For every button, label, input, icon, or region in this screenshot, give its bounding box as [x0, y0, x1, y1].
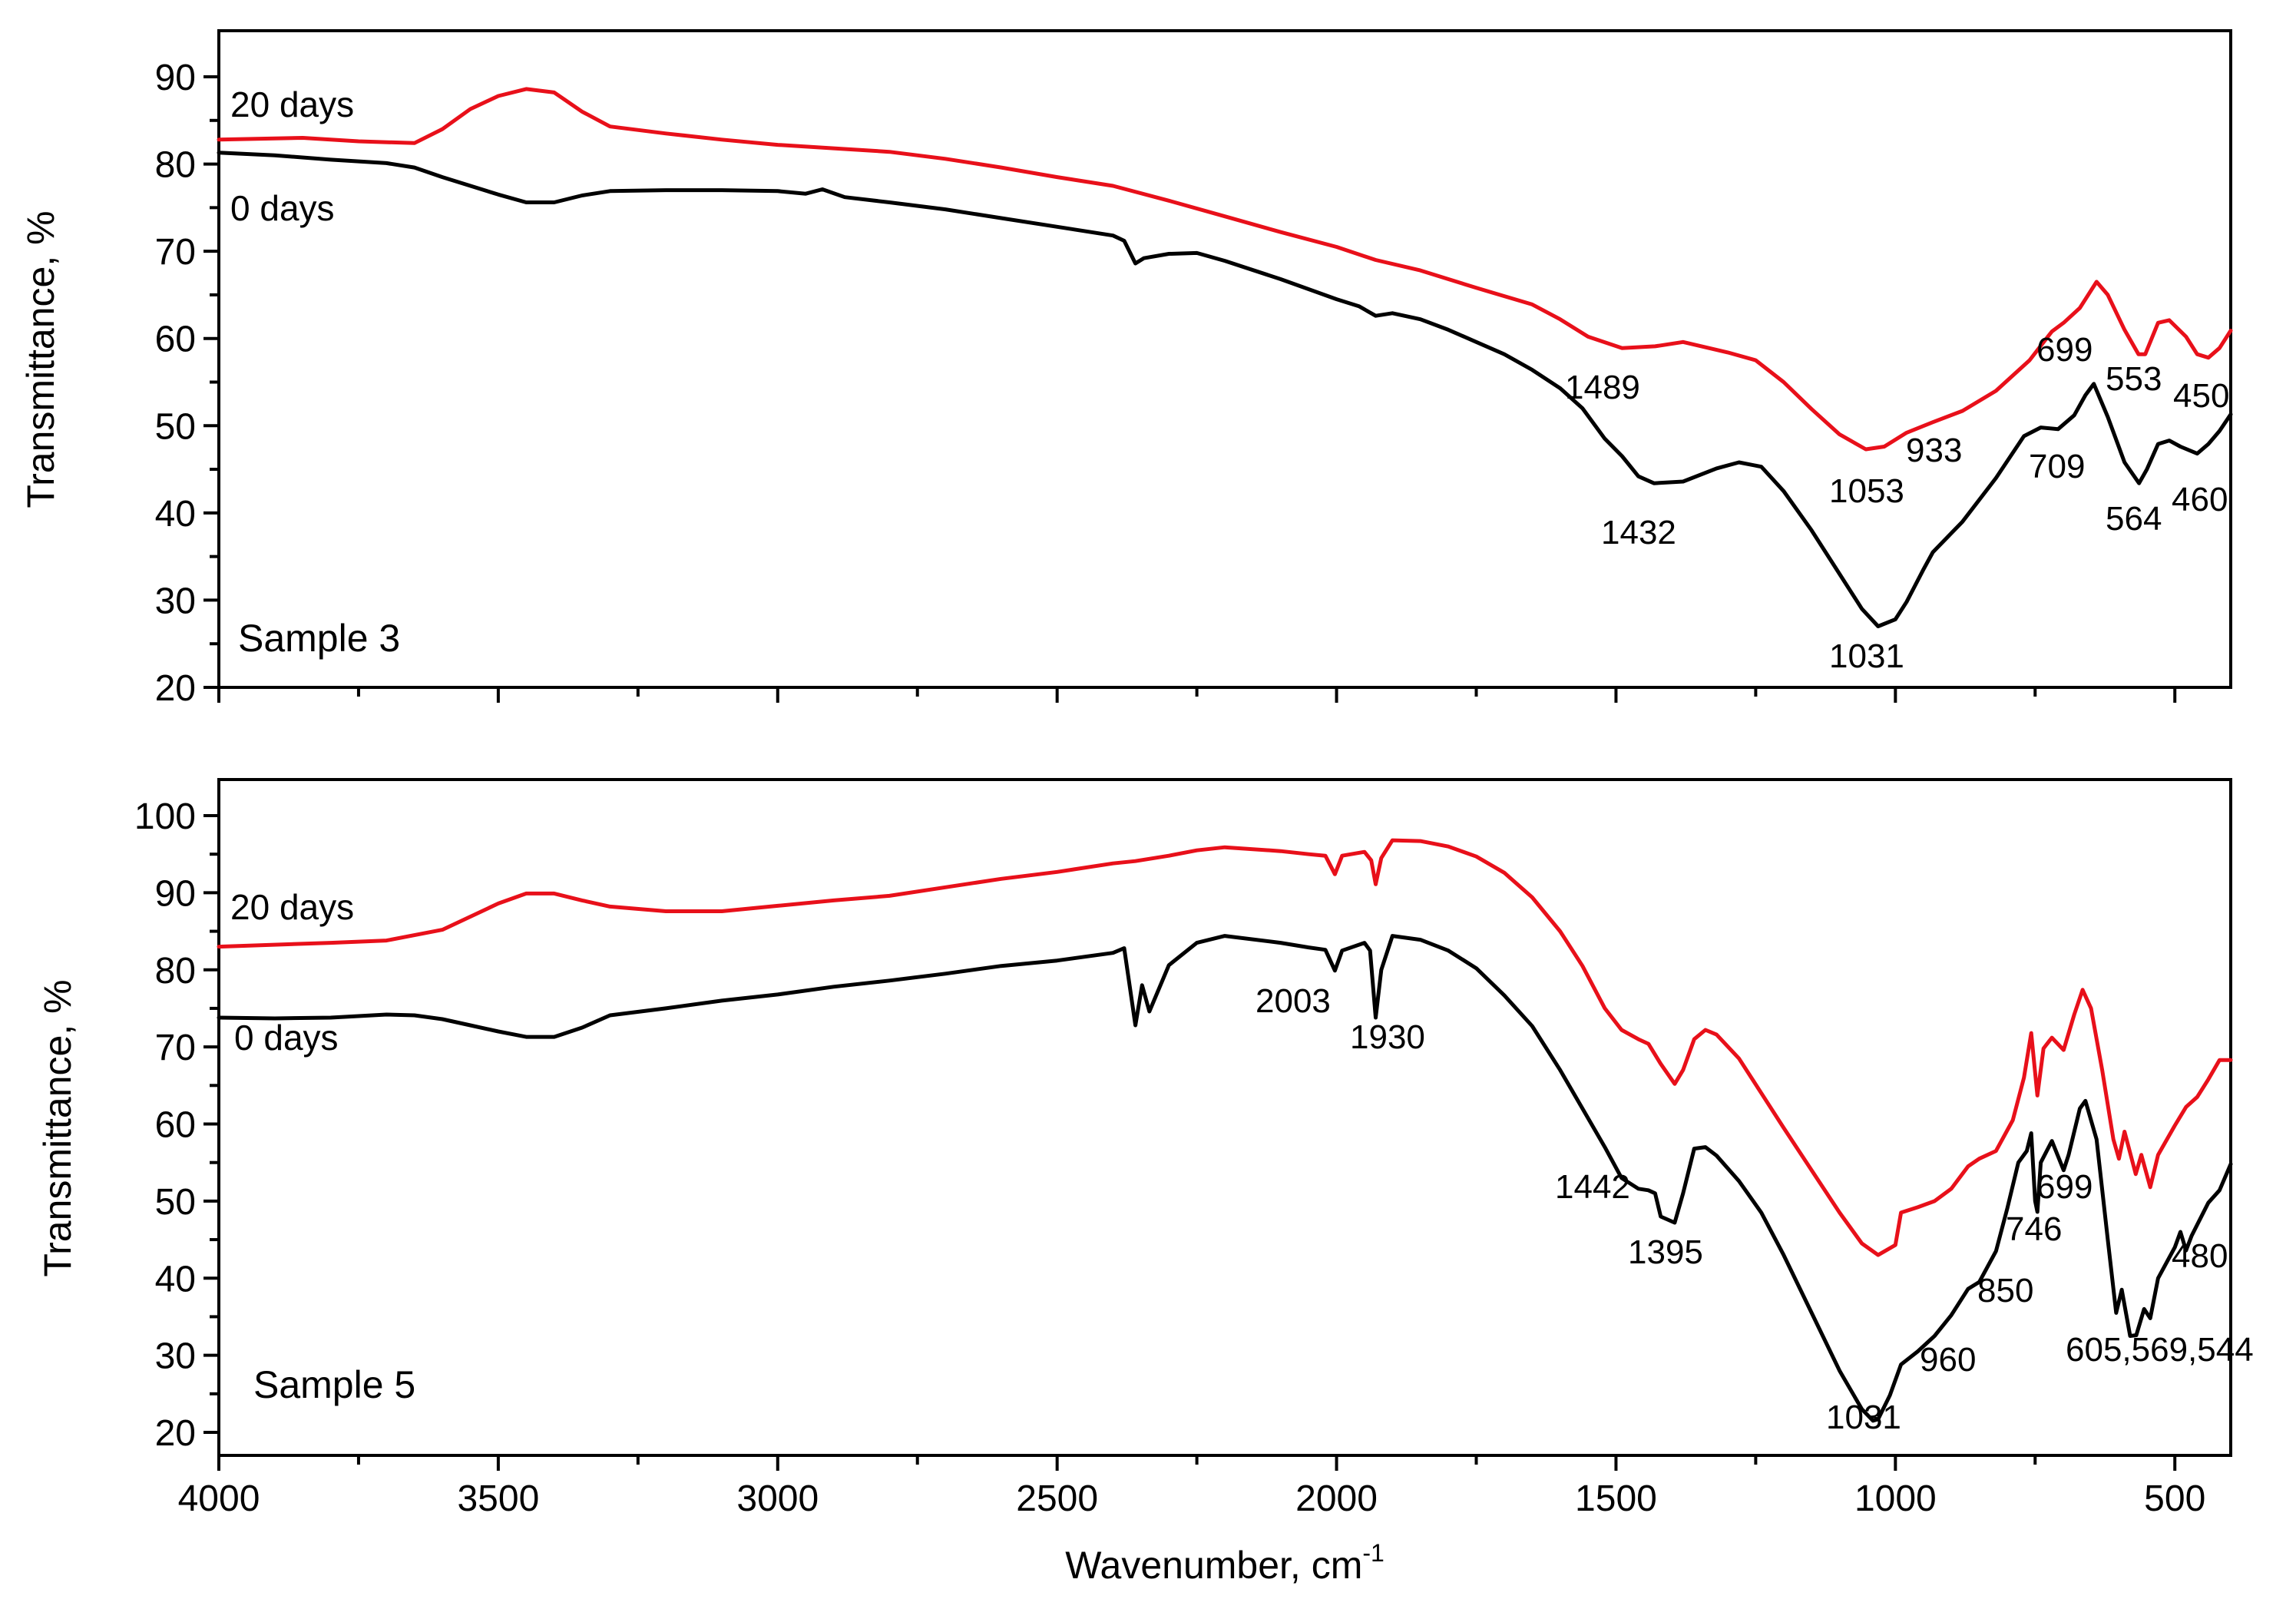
series-label-20-days-bottom: 20 days — [230, 887, 354, 927]
sample-5-label: Sample 5 — [253, 1363, 415, 1406]
y-tick-label-50: 50 — [155, 1182, 196, 1223]
peak-label-1031: 1031 — [1829, 637, 1904, 675]
peak-label-746: 746 — [2006, 1210, 2062, 1248]
x-tick-label-1500: 1500 — [1575, 1478, 1657, 1519]
y-tick-label-70: 70 — [155, 232, 196, 273]
series-line-20-days-bottom — [217, 838, 2233, 1257]
peak-label-1395: 1395 — [1628, 1233, 1703, 1271]
y-axis-title-top: Transmittance, % — [19, 210, 62, 508]
y-tick-label-60: 60 — [155, 319, 196, 360]
series-label-20-days-top: 20 days — [230, 84, 354, 124]
y-tick-label-60: 60 — [155, 1105, 196, 1146]
x-tick-label-3000: 3000 — [736, 1478, 819, 1519]
peak-label-1053: 1053 — [1829, 472, 1904, 510]
peak-label-450: 450 — [2173, 377, 2229, 415]
peak-label-460: 460 — [2172, 481, 2228, 518]
y-tick-label-20: 20 — [155, 1413, 196, 1454]
peak-label-933: 933 — [1906, 432, 1962, 469]
panel-sample-3: 20 30 40 50 60 70 80 90 Transmittance, % 20 day… — [19, 29, 2233, 709]
y-tick-label-70: 70 — [155, 1028, 196, 1068]
y-ticks-top: 20 30 40 50 60 70 80 90 — [155, 58, 219, 709]
peak-label-564: 564 — [2106, 500, 2162, 538]
peak-label-699: 699 — [2036, 1168, 2093, 1206]
y-axis-title-bottom: Transmittance, % — [36, 979, 79, 1276]
series-group-bottom — [217, 838, 2233, 1423]
plot-frame-bottom — [217, 778, 2232, 1457]
x-tick-label-500: 500 — [2144, 1478, 2205, 1519]
x-axis-title-superscript: -1 — [1362, 1539, 1384, 1567]
y-tick-label-90: 90 — [155, 58, 196, 98]
sample-3-label: Sample 3 — [238, 617, 400, 660]
y-tick-label-30: 30 — [155, 1336, 196, 1377]
x-tick-label-2500: 2500 — [1016, 1478, 1098, 1519]
peak-label-553: 553 — [2106, 360, 2162, 398]
x-ticks-bottom: 4000 3500 3000 2500 2000 1500 1000 500 — [178, 1455, 2205, 1519]
peak-label-699: 699 — [2036, 331, 2093, 369]
y-tick-label-20: 20 — [155, 668, 196, 709]
y-tick-label-100: 100 — [134, 796, 196, 837]
peak-label-605-569-544: 605,569,544 — [2066, 1331, 2254, 1369]
y-tick-label-80: 80 — [155, 951, 196, 992]
x-tick-label-4000: 4000 — [178, 1478, 260, 1519]
y-tick-label-50: 50 — [155, 406, 196, 447]
peak-label-850: 850 — [1977, 1272, 2033, 1309]
x-tick-label-1000: 1000 — [1854, 1478, 1937, 1519]
x-ticks-top — [217, 687, 2177, 703]
peak-label-1930: 1930 — [1350, 1018, 1425, 1056]
peak-label-1489: 1489 — [1565, 369, 1640, 406]
x-axis-title-text: Wavenumber, cm — [1065, 1544, 1362, 1587]
y-tick-label-40: 40 — [155, 1259, 196, 1299]
peak-label-480: 480 — [2172, 1237, 2228, 1275]
y-tick-label-40: 40 — [155, 494, 196, 535]
series-line-0-days-bottom — [217, 934, 2233, 1423]
peak-label-960: 960 — [1920, 1341, 1976, 1379]
x-tick-label-2000: 2000 — [1295, 1478, 1378, 1519]
plot-frame-top — [217, 29, 2232, 689]
y-tick-label-80: 80 — [155, 145, 196, 186]
x-tick-label-3500: 3500 — [457, 1478, 539, 1519]
series-line-20-days-top — [217, 87, 2233, 452]
series-group-top — [217, 87, 2233, 628]
panel-sample-5: 4000 3500 3000 2500 2000 1500 1000 500 20 30 40 50… — [36, 778, 2254, 1587]
series-label-0-days-top: 0 days — [230, 188, 335, 228]
series-label-0-days-bottom: 0 days — [234, 1018, 339, 1058]
peak-label-1432: 1432 — [1601, 514, 1676, 551]
series-line-0-days-top — [217, 151, 2233, 628]
peak-label-1031: 1031 — [1826, 1399, 1901, 1436]
y-tick-label-30: 30 — [155, 581, 196, 621]
x-axis-title: Wavenumber, cm-1 — [1065, 1539, 1385, 1587]
peak-label-2003: 2003 — [1256, 982, 1331, 1020]
y-ticks-bottom: 20 30 40 50 60 70 80 90 100 — [134, 796, 219, 1454]
peak-label-709: 709 — [2029, 448, 2085, 485]
peak-label-1442: 1442 — [1555, 1168, 1630, 1206]
y-tick-label-90: 90 — [155, 873, 196, 914]
